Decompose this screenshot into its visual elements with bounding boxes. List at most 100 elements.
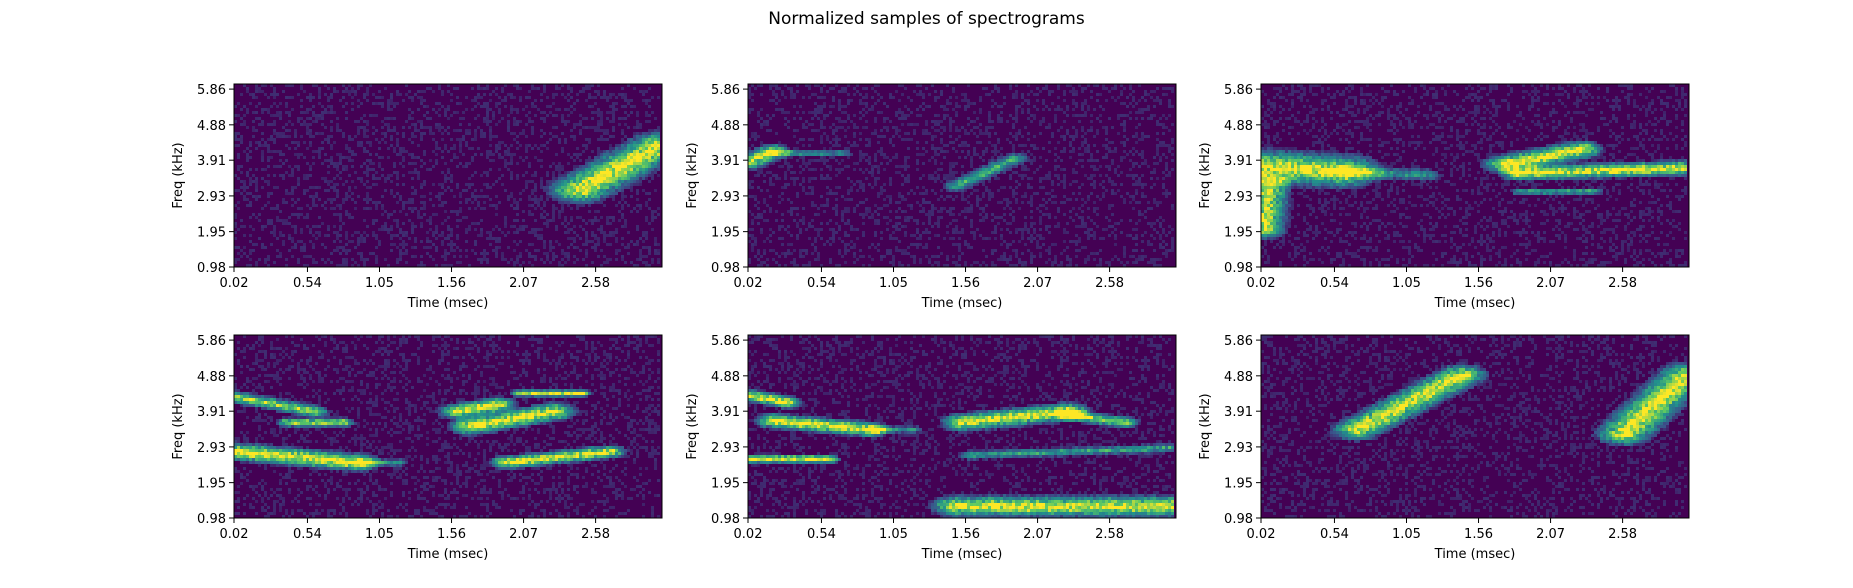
heatmap-cell [823, 177, 826, 180]
heatmap-cell [249, 141, 252, 144]
heatmap-cell [835, 126, 838, 129]
heatmap-cell [486, 183, 489, 186]
heatmap-cell [246, 204, 249, 207]
heatmap-cell [1093, 210, 1096, 213]
heatmap-cell [549, 192, 552, 195]
heatmap-cell [754, 174, 757, 177]
heatmap-cell [766, 144, 769, 147]
heatmap-cell [552, 258, 555, 261]
heatmap-cell [1123, 114, 1126, 117]
heatmap-cell [363, 207, 366, 210]
heatmap-cell [967, 207, 970, 210]
heatmap-cell [988, 126, 991, 129]
heatmap-cell [309, 195, 312, 198]
heatmap-cell [943, 144, 946, 147]
heatmap-cell [381, 195, 384, 198]
heatmap-cell [802, 96, 805, 99]
heatmap-cell [877, 93, 880, 96]
heatmap-cell [1117, 222, 1120, 225]
heatmap-cell [336, 231, 339, 234]
heatmap-cell [976, 135, 979, 138]
heatmap-cell [594, 180, 597, 183]
heatmap-cell [1015, 162, 1018, 165]
heatmap-cell [615, 165, 618, 168]
heatmap-cell [796, 129, 799, 132]
heatmap-cell [982, 207, 985, 210]
heatmap-cell [246, 171, 249, 174]
heatmap-cell [645, 135, 648, 138]
heatmap-cell [270, 135, 273, 138]
heatmap-cell [249, 201, 252, 204]
heatmap-cell [973, 111, 976, 114]
heatmap-cell [639, 141, 642, 144]
heatmap-cell [540, 150, 543, 153]
heatmap-cell [633, 138, 636, 141]
heatmap-cell [802, 219, 805, 222]
heatmap-cell [249, 102, 252, 105]
heatmap-cell [919, 84, 922, 87]
heatmap-cell [994, 102, 997, 105]
heatmap-cell [808, 150, 811, 153]
heatmap-cell [1009, 174, 1012, 177]
heatmap-cell [498, 246, 501, 249]
heatmap-cell [859, 117, 862, 120]
heatmap-cell [288, 237, 291, 240]
heatmap-cell [811, 168, 814, 171]
heatmap-cell [1015, 90, 1018, 93]
heatmap-cell [943, 129, 946, 132]
heatmap-cell [555, 180, 558, 183]
heatmap-cell [1021, 135, 1024, 138]
heatmap-cell [748, 138, 751, 141]
heatmap-cell [390, 243, 393, 246]
heatmap-cell [817, 108, 820, 111]
heatmap-cell [411, 96, 414, 99]
heatmap-cell [1129, 87, 1132, 90]
heatmap-cell [1132, 162, 1135, 165]
heatmap-cell [940, 141, 943, 144]
heatmap-cell [967, 183, 970, 186]
heatmap-cell [351, 234, 354, 237]
heatmap-cell [793, 105, 796, 108]
heatmap-cell [306, 147, 309, 150]
heatmap-cell [579, 201, 582, 204]
heatmap-cell [1162, 114, 1165, 117]
heatmap-cell [369, 84, 372, 87]
heatmap-cell [1162, 171, 1165, 174]
heatmap-cell [636, 114, 639, 117]
heatmap-cell [486, 261, 489, 264]
heatmap-cell [979, 108, 982, 111]
heatmap-cell [1027, 84, 1030, 87]
heatmap-cell [591, 111, 594, 114]
heatmap-cell [585, 222, 588, 225]
heatmap-cell [1024, 126, 1027, 129]
heatmap-cell [826, 222, 829, 225]
heatmap-cell [636, 135, 639, 138]
heatmap-cell [504, 225, 507, 228]
heatmap-cell [279, 159, 282, 162]
heatmap-cell [609, 216, 612, 219]
heatmap-cell [940, 207, 943, 210]
heatmap-cell [516, 120, 519, 123]
heatmap-cell [618, 189, 621, 192]
heatmap-cell [931, 120, 934, 123]
heatmap-cell [754, 135, 757, 138]
heatmap-cell [402, 207, 405, 210]
heatmap-cell [237, 252, 240, 255]
heatmap-cell [973, 102, 976, 105]
heatmap-cell [486, 102, 489, 105]
heatmap-cell [859, 201, 862, 204]
heatmap-cell [489, 132, 492, 135]
heatmap-cells [748, 84, 1174, 267]
heatmap-cell [480, 219, 483, 222]
heatmap-cell [796, 153, 799, 156]
heatmap-cell [258, 237, 261, 240]
heatmap-cell [757, 174, 760, 177]
heatmap-cell [1075, 171, 1078, 174]
heatmap-cell [997, 141, 1000, 144]
heatmap-cell [447, 117, 450, 120]
heatmap-cell [784, 144, 787, 147]
heatmap-cell [303, 246, 306, 249]
heatmap-cell [1054, 165, 1057, 168]
heatmap-cell [817, 207, 820, 210]
heatmap-cell [246, 111, 249, 114]
